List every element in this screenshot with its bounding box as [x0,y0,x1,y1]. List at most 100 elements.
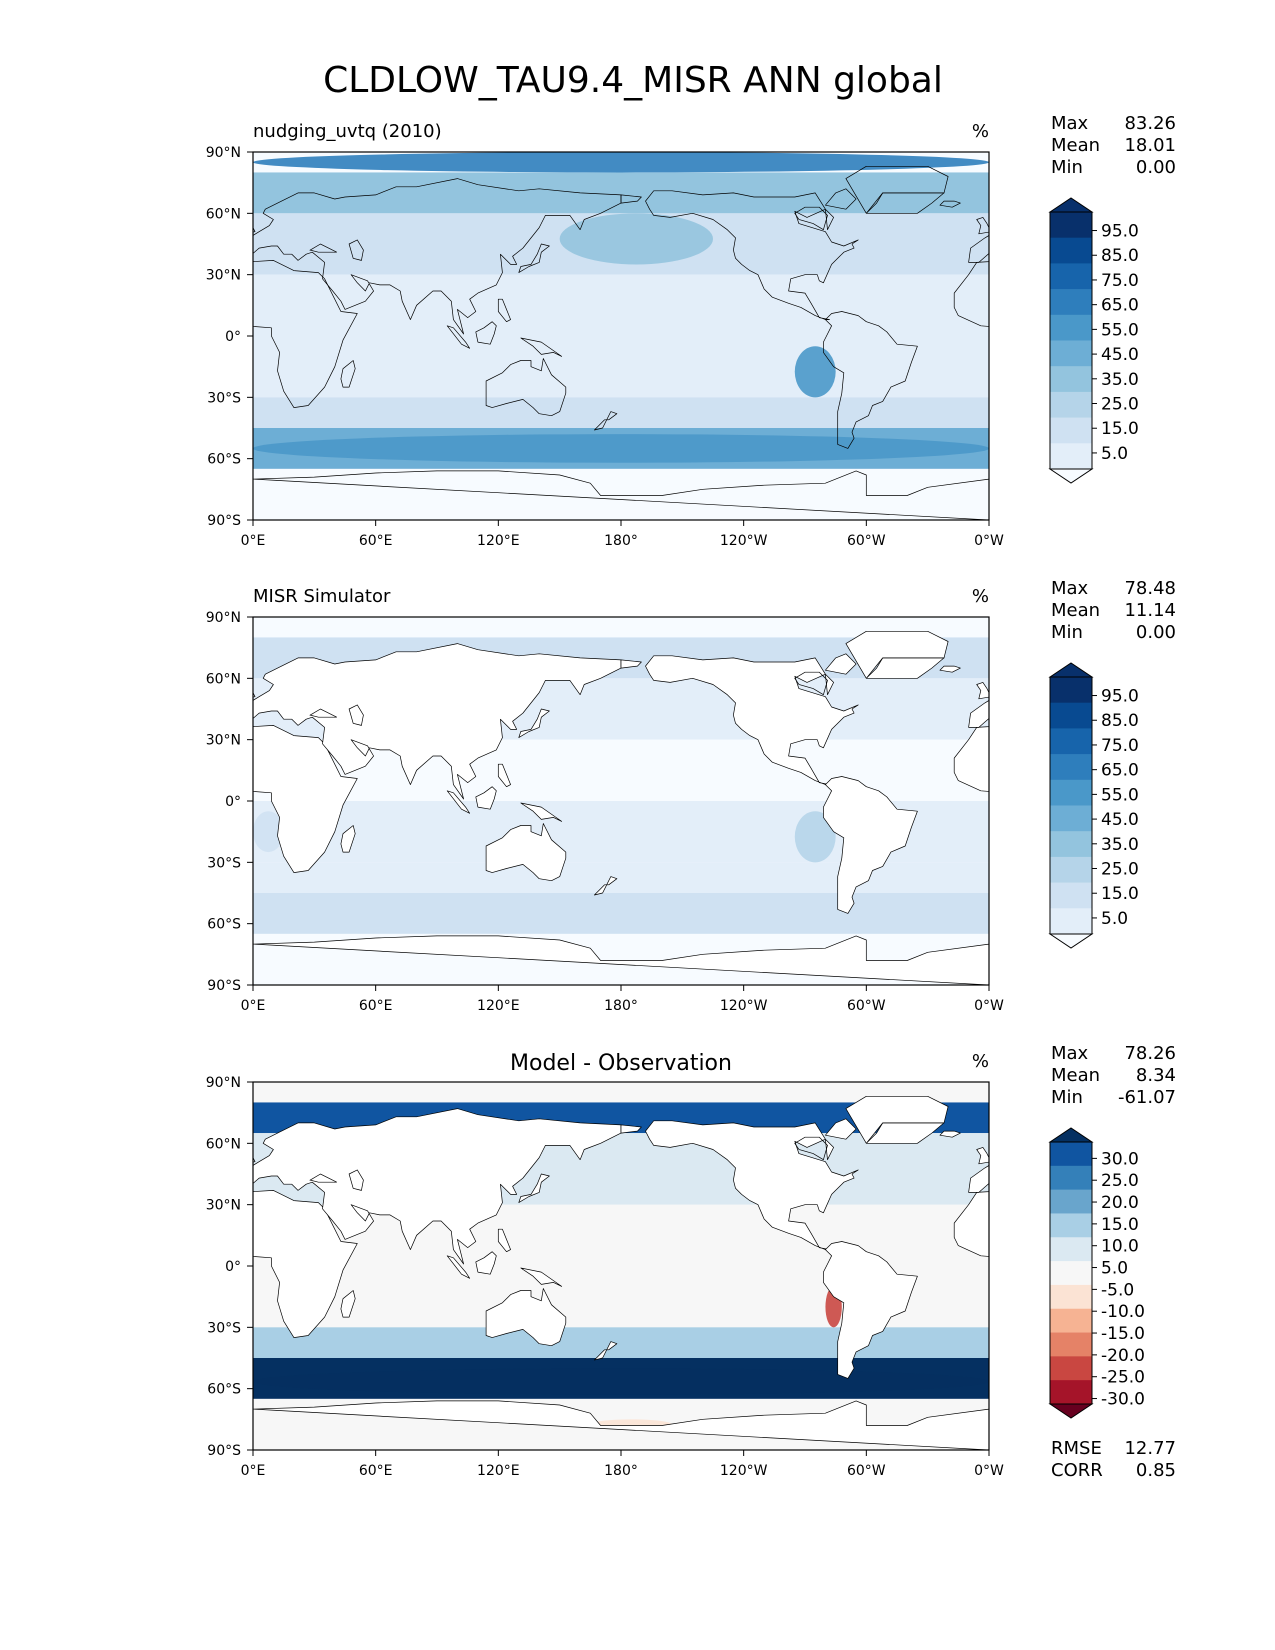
lat-tick-label: 90°N [206,610,241,626]
panel-title: Model - Observation [510,1051,732,1076]
coastline-antarctica-wrap [988,478,989,480]
coastline-africa [953,1191,989,1257]
coastline-north-america-wrap-w [0,1121,122,1250]
field-band-0 [253,172,989,214]
stat-value-min: 0.00 [1136,157,1176,178]
colorbar-segment [1050,1213,1092,1238]
stat-label-min: Min [1051,1087,1083,1108]
coastline-australia-wrap [1222,1289,1275,1346]
stats-block: Max 78.26 Mean 8.34 Min -61.07 RMSE 12.77 CORR 0.… [1051,1043,1176,1481]
coastline-new-zealand [594,411,618,431]
coastline-antarctica [253,935,989,985]
colorbar-segment [1050,1356,1092,1381]
colorbar-tick-label: 55.0 [1101,320,1139,340]
coastline-greenland-n-wrap-w [110,166,212,213]
lon-tick-label: 60°E [359,998,393,1014]
land-layer [0,630,1275,985]
coastline-uk [976,1147,989,1165]
coastline-australia [485,358,567,417]
field-band-3 [253,336,989,398]
lon-tick-label: 120°E [477,998,520,1014]
field-band-4 [253,397,989,428]
coastline-antarctica [253,470,989,520]
coastline-japan-wrap [1255,709,1275,738]
lat-tick-label: 30°S [207,390,241,406]
coastline-borneo-wrap [1212,1252,1233,1275]
coastline-sumatra-wrap [1183,326,1206,349]
coastline-iceland [939,665,961,673]
lon-tick-label: 120°W [720,533,768,549]
coastline-australia-wrap [1222,359,1275,416]
lon-tick-label: 0°W [974,998,1004,1014]
colorbar-segment [1050,1165,1092,1191]
coastline-south-america-wrap-w [87,777,181,914]
coastline-iceland [939,1130,961,1138]
coastline-madagascar [340,825,356,853]
colorbar-extend-min [1048,1403,1094,1419]
colorbar-tick-label: 65.0 [1101,761,1139,781]
coastline-greenland-wrap-w [130,1123,208,1143]
stat-value-mean: 18.01 [1124,135,1176,156]
coastline-baffin [825,1118,857,1140]
coastline-baffin [825,188,857,210]
stat-value-mean: 8.34 [1136,1065,1176,1086]
colorbar: 95.0 85.0 75.0 65.0 55.0 45.0 35.0 25.0 15.0 5.0 [1048,662,1139,949]
lat-tick-label: 60°N [206,206,241,222]
lat-tick-label: 30°N [206,268,241,284]
lon-tick-label: 120°E [477,533,520,549]
lat-tick-label: 0° [225,794,241,810]
lat-tick-label: 30°N [206,733,241,749]
coastline-new-zealand [594,876,618,896]
colorbar-frame [1049,676,1093,935]
coastline-north-america-wrap-w [0,191,122,320]
coastline-uk [976,682,989,700]
coastline-north-america [645,190,859,320]
coastline-south-america-wrap-w [87,312,181,449]
coastline-new-zealand [594,1341,618,1361]
colorbar-segment [1050,443,1092,470]
field-feature-1 [253,811,284,853]
stat-value-max: 83.26 [1124,113,1176,134]
lon-tick-label: 60°E [359,1463,393,1479]
field-feature-3 [253,434,989,463]
colorbar-tick-label: 35.0 [1101,370,1139,390]
colorbar-segment [1050,1284,1092,1310]
coastline-greenland [865,657,945,679]
coastline-japan [518,708,550,738]
lake-outline-hudson-bay [794,1136,828,1161]
lake-outline-hudson-bay-wrap-w [59,672,92,695]
colorbar-tick-label: 75.0 [1101,736,1139,756]
lon-tick-label: 120°W [720,998,768,1014]
colorbar-extend-max [1048,1127,1094,1143]
coastline-borneo-wrap [1212,787,1233,810]
colorbar-segment [1050,1380,1092,1405]
coastline-uk [976,217,989,235]
coastline-sumatra [446,1255,471,1279]
coastline-greenland [865,192,945,214]
coastline-new-guinea-wrap [1257,1268,1275,1286]
coastline-north-america-wrap-w [0,656,122,785]
lat-tick-label: 60°S [207,1382,241,1398]
panel-title: nudging_uvtq (2010) [253,121,442,142]
coastline-iceland [939,200,961,208]
coastline-borneo-wrap [1212,322,1233,345]
stat-value-min: 0.00 [1136,622,1176,643]
stat-value-max: 78.48 [1124,578,1176,599]
field-band-2 [253,274,989,336]
map-area [0,152,1275,520]
panel-units: % [972,586,989,607]
coastline-eurasia-east [620,1124,642,1134]
coastline-south-america [823,776,918,914]
stat-label-min: Min [1051,622,1083,643]
coastline-africa-wrap-w [253,260,358,408]
colorbar-tick-label: 25.0 [1101,395,1139,415]
coastline-africa-wrap-w [253,1190,358,1338]
field-band-6 [253,468,989,520]
coastline-australia [485,1288,567,1347]
colorbar-tick-label: 55.0 [1101,785,1139,805]
colorbar-tick-label: 20.0 [1101,1193,1139,1213]
colorbar-frame [1049,211,1093,470]
colorbar-tick-label: 15.0 [1101,1215,1139,1235]
panels-container: nudging_uvtq (2010) % 90°N 60°N 30°N 0° 30°S 60… [0,113,1275,1481]
colorbar-tick-label: 75.0 [1101,271,1139,291]
